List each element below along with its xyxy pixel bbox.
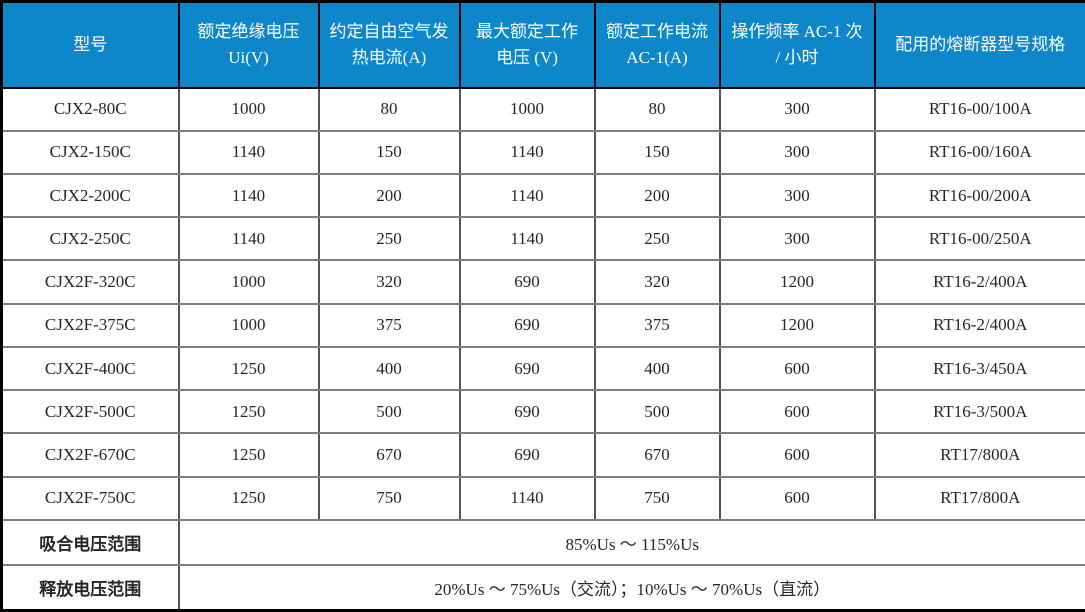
model-cell: CJX2-200C [0, 172, 180, 219]
value-cell: 200 [317, 172, 461, 219]
value-cell: 1250 [177, 475, 320, 521]
value-cell: 500 [593, 389, 721, 435]
footer-row-value: 85%Us ～ 115%Us [177, 518, 1085, 567]
footer-row-label: 吸合电压范围 [0, 518, 180, 567]
value-cell: 500 [317, 389, 461, 435]
value-cell: RT17/800A [873, 475, 1085, 521]
table-row: CJX2F-320C 1000 320 690 320 1200 RT16-2/400A [0, 259, 1085, 305]
value-cell: 670 [317, 432, 461, 478]
column-header-rated_operational_current_ac1: 额定工作电流 AC-1(A) [593, 0, 721, 89]
column-header-model: 型号 [0, 0, 180, 89]
value-cell: RT16-2/400A [873, 302, 1085, 348]
value-cell: 150 [317, 129, 461, 175]
value-cell: 1140 [458, 216, 596, 262]
column-header-rated_insulation_voltage: 额定绝缘电压 Ui(V) [177, 0, 320, 89]
value-cell: 750 [317, 475, 461, 521]
table-row: CJX2-80C 1000 80 1000 80 300 RT16-00/100A [0, 86, 1085, 132]
value-cell: 1000 [458, 86, 596, 132]
value-cell: 1140 [458, 129, 596, 175]
value-cell: 375 [593, 302, 721, 348]
model-cell: CJX2-150C [0, 129, 180, 175]
value-cell: 400 [593, 345, 721, 392]
value-cell: 1250 [177, 389, 320, 435]
table-row: CJX2-200C 1140 200 1140 200 300 RT16-00/200A [0, 172, 1085, 219]
table-header: 型号 额定绝缘电压 Ui(V) 约定自由空气发热电流(A) 最大额定工作电压 (V) 额… [0, 0, 1085, 89]
value-cell: 690 [458, 345, 596, 392]
model-cell: CJX2-80C [0, 86, 180, 132]
value-cell: RT16-2/400A [873, 259, 1085, 305]
value-cell: 1000 [177, 259, 320, 305]
value-cell: 300 [718, 86, 876, 132]
value-cell: 200 [593, 172, 721, 219]
header-row: 型号 额定绝缘电压 Ui(V) 约定自由空气发热电流(A) 最大额定工作电压 (V) 额… [0, 0, 1085, 89]
column-header-matching_fuse_model: 配用的熔断器型号规格 [873, 0, 1085, 89]
model-cell: CJX2F-500C [0, 389, 180, 435]
value-cell: 300 [718, 129, 876, 175]
value-cell: 375 [317, 302, 461, 348]
footer-row-value: 20%Us ～ 75%Us（交流）；10%Us ～ 70%Us（直流） [177, 564, 1085, 612]
model-cell: CJX2F-320C [0, 259, 180, 305]
value-cell: 1200 [718, 259, 876, 305]
model-cell: CJX2-250C [0, 216, 180, 262]
value-cell: 300 [718, 216, 876, 262]
value-cell: 1000 [177, 86, 320, 132]
value-cell: 690 [458, 389, 596, 435]
value-cell: 80 [593, 86, 721, 132]
value-cell: 1250 [177, 432, 320, 478]
value-cell: 1000 [177, 302, 320, 348]
value-cell: RT16-3/450A [873, 345, 1085, 392]
value-cell: 320 [593, 259, 721, 305]
value-cell: 690 [458, 302, 596, 348]
table-row: CJX2F-670C 1250 670 690 670 600 RT17/800A [0, 432, 1085, 478]
value-cell: 1140 [177, 216, 320, 262]
value-cell: 400 [317, 345, 461, 392]
footer-row-label: 释放电压范围 [0, 564, 180, 612]
table-row: CJX2F-500C 1250 500 690 500 600 RT16-3/500A [0, 389, 1085, 435]
column-header-operating_frequency_ac1: 操作频率 AC-1 次 / 小时 [718, 0, 876, 89]
value-cell: RT16-00/250A [873, 216, 1085, 262]
value-cell: 600 [718, 432, 876, 478]
value-cell: 250 [317, 216, 461, 262]
table-row: CJX2F-750C 1250 750 1140 750 600 RT17/800A [0, 475, 1085, 521]
value-cell: RT16-00/160A [873, 129, 1085, 175]
value-cell: 150 [593, 129, 721, 175]
model-cell: CJX2F-670C [0, 432, 180, 478]
value-cell: 690 [458, 259, 596, 305]
model-cell: CJX2F-400C [0, 345, 180, 392]
value-cell: 600 [718, 389, 876, 435]
value-cell: 1140 [177, 172, 320, 219]
value-cell: 600 [718, 475, 876, 521]
value-cell: 1140 [458, 475, 596, 521]
model-cell: CJX2F-750C [0, 475, 180, 521]
value-cell: 1140 [177, 129, 320, 175]
table-row: CJX2-150C 1140 150 1140 150 300 RT16-00/160A [0, 129, 1085, 175]
value-cell: RT16-3/500A [873, 389, 1085, 435]
column-header-conventional_free_air_thermal_current: 约定自由空气发热电流(A) [317, 0, 461, 89]
column-header-max_rated_operational_voltage: 最大额定工作电压 (V) [458, 0, 596, 89]
value-cell: 690 [458, 432, 596, 478]
value-cell: 1140 [458, 172, 596, 219]
value-cell: 1250 [177, 345, 320, 392]
table-footer: 吸合电压范围 85%Us ～ 115%Us 释放电压范围 20%Us ～ 75%Us（… [0, 518, 1085, 612]
table-row: CJX2-250C 1140 250 1140 250 300 RT16-00/250A [0, 216, 1085, 262]
footer-row: 释放电压范围 20%Us ～ 75%Us（交流）；10%Us ～ 70%Us（直流… [0, 564, 1085, 612]
footer-row: 吸合电压范围 85%Us ～ 115%Us [0, 518, 1085, 567]
value-cell: 670 [593, 432, 721, 478]
model-cell: CJX2F-375C [0, 302, 180, 348]
value-cell: 80 [317, 86, 461, 132]
table-row: CJX2F-400C 1250 400 690 400 600 RT16-3/450A [0, 345, 1085, 392]
value-cell: RT17/800A [873, 432, 1085, 478]
value-cell: 300 [718, 172, 876, 219]
table-row: CJX2F-375C 1000 375 690 375 1200 RT16-2/400A [0, 302, 1085, 348]
value-cell: 750 [593, 475, 721, 521]
value-cell: 320 [317, 259, 461, 305]
table-body: CJX2-80C 1000 80 1000 80 300 RT16-00/100A CJX2-… [0, 86, 1085, 521]
value-cell: RT16-00/100A [873, 86, 1085, 132]
value-cell: RT16-00/200A [873, 172, 1085, 219]
value-cell: 250 [593, 216, 721, 262]
value-cell: 1200 [718, 302, 876, 348]
value-cell: 600 [718, 345, 876, 392]
